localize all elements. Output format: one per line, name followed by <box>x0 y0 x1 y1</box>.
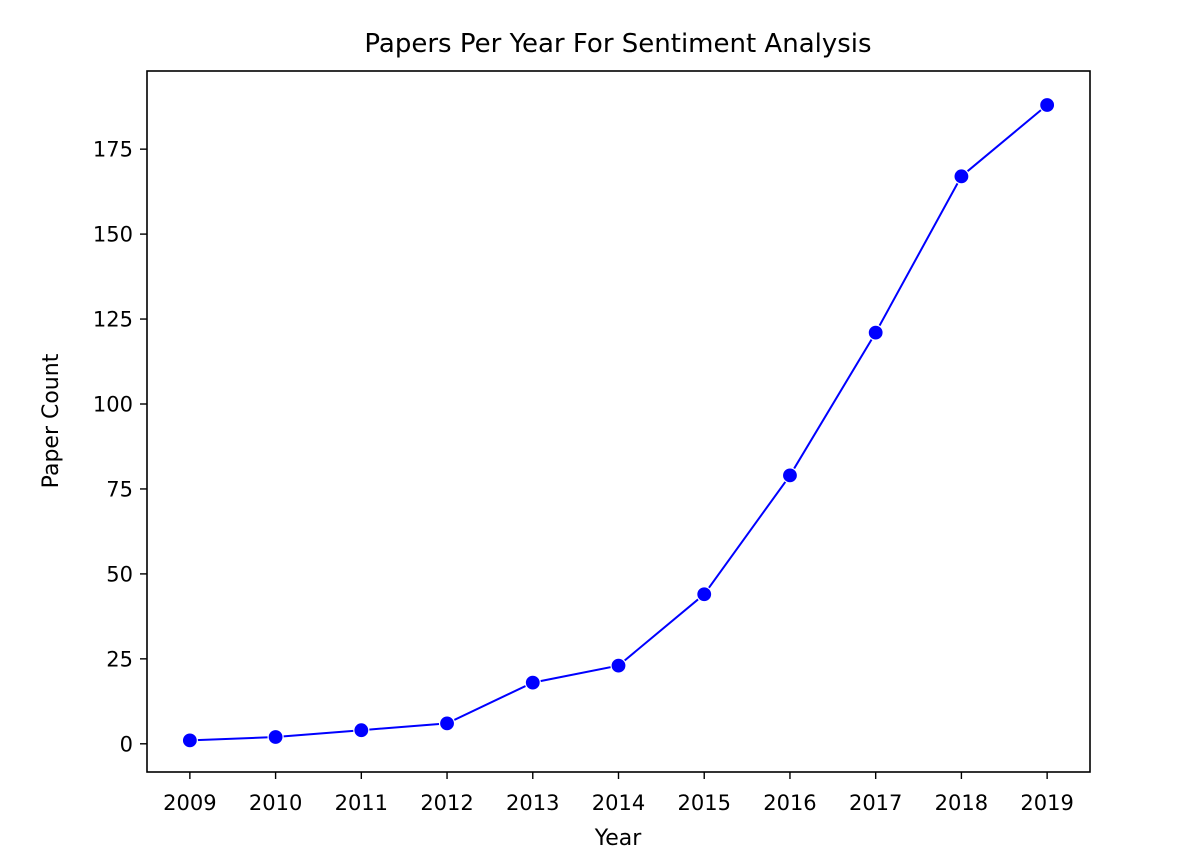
x-tick-label: 2011 <box>335 791 388 815</box>
y-tick-label: 0 <box>120 732 133 756</box>
x-tick-label: 2012 <box>420 791 473 815</box>
y-tick-label: 175 <box>93 138 133 162</box>
x-tick-label: 2016 <box>763 791 816 815</box>
data-point <box>867 324 884 341</box>
y-tick-label: 125 <box>93 308 133 332</box>
series-line <box>189 104 1048 742</box>
data-point <box>267 728 284 746</box>
y-tick-label: 75 <box>106 477 133 501</box>
y-tick-label: 50 <box>106 562 133 586</box>
x-tick-label: 2013 <box>506 791 559 815</box>
chart-title: Papers Per Year For Sentiment Analysis <box>364 29 871 59</box>
x-tick-label: 2009 <box>163 791 216 815</box>
x-tick-label: 2010 <box>249 791 302 815</box>
data-point <box>781 467 799 484</box>
y-axis-label: Paper Count <box>39 353 64 488</box>
data-point <box>1039 96 1056 114</box>
x-tick-label: 2014 <box>592 791 645 815</box>
x-tick-label: 2019 <box>1020 791 1073 815</box>
x-tick-label: 2015 <box>678 791 731 815</box>
data-point <box>353 722 370 739</box>
data-point <box>181 732 198 749</box>
y-tick-label: 25 <box>106 647 133 671</box>
x-axis-label: Year <box>594 826 643 851</box>
data-point <box>953 168 970 185</box>
plot-area: 0 25 50 75 100 125 150 175 2009 2010 2011 2012 2013 2… <box>93 70 1091 815</box>
data-point <box>610 657 627 674</box>
data-point <box>696 586 713 603</box>
data-point <box>438 715 456 732</box>
x-tick-label: 2017 <box>849 791 902 815</box>
y-tick-label: 100 <box>93 393 133 417</box>
x-tick-label: 2018 <box>935 791 988 815</box>
y-tick-label: 150 <box>93 223 133 247</box>
data-point <box>524 674 541 691</box>
